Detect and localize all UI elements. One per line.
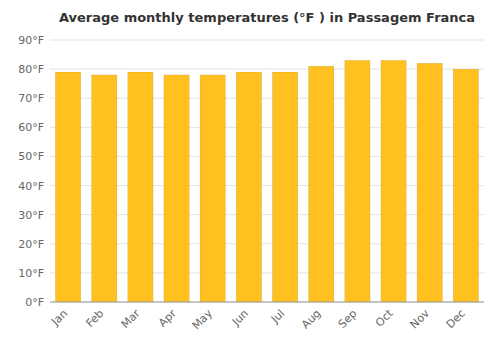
x-tick-label: Jul — [268, 307, 287, 326]
x-tick-label: Dec — [444, 307, 468, 331]
y-tick-label: 40°F — [18, 180, 44, 193]
x-tick-label: Mar — [119, 307, 143, 331]
x-tick-label: Sep — [336, 307, 360, 331]
bar — [272, 72, 297, 302]
y-tick-label: 30°F — [18, 209, 44, 222]
y-tick-label: 20°F — [18, 238, 44, 251]
y-tick-label: 70°F — [18, 92, 44, 105]
bar — [309, 66, 334, 302]
x-tick-label: May — [190, 307, 216, 333]
bar — [236, 72, 261, 302]
y-tick-label: 60°F — [18, 121, 44, 134]
chart-container: Average monthly temperatures (°F ) in Pa… — [0, 0, 500, 350]
y-tick-label: 90°F — [18, 34, 44, 47]
chart: Average monthly temperatures (°F ) in Pa… — [0, 0, 500, 350]
bar — [128, 72, 153, 302]
y-tick-label: 10°F — [18, 267, 44, 280]
x-tick-label: Apr — [156, 307, 179, 330]
y-tick-label: 80°F — [18, 63, 44, 76]
x-tick-label: Aug — [299, 307, 323, 331]
x-tick-label: Feb — [83, 307, 106, 330]
grid-line — [50, 40, 484, 41]
bar — [417, 63, 442, 302]
y-tick-label: 0°F — [25, 296, 44, 309]
bar — [200, 75, 225, 302]
x-tick-label: Jan — [48, 307, 70, 329]
bars — [55, 60, 478, 302]
bar — [381, 60, 406, 302]
y-tick-label: 50°F — [18, 150, 44, 163]
bar — [345, 60, 370, 302]
x-tick-label: Oct — [373, 306, 396, 329]
bar — [164, 75, 189, 302]
x-axis-line — [50, 302, 484, 303]
title: Average monthly temperatures (°F ) in Pa… — [59, 10, 475, 25]
bar — [453, 69, 478, 302]
x-tick-label: Jun — [229, 307, 251, 329]
bar — [92, 75, 117, 302]
grid-line — [50, 302, 484, 303]
grid — [50, 40, 484, 302]
bar — [55, 72, 80, 302]
x-tick-label: Nov — [407, 307, 432, 332]
